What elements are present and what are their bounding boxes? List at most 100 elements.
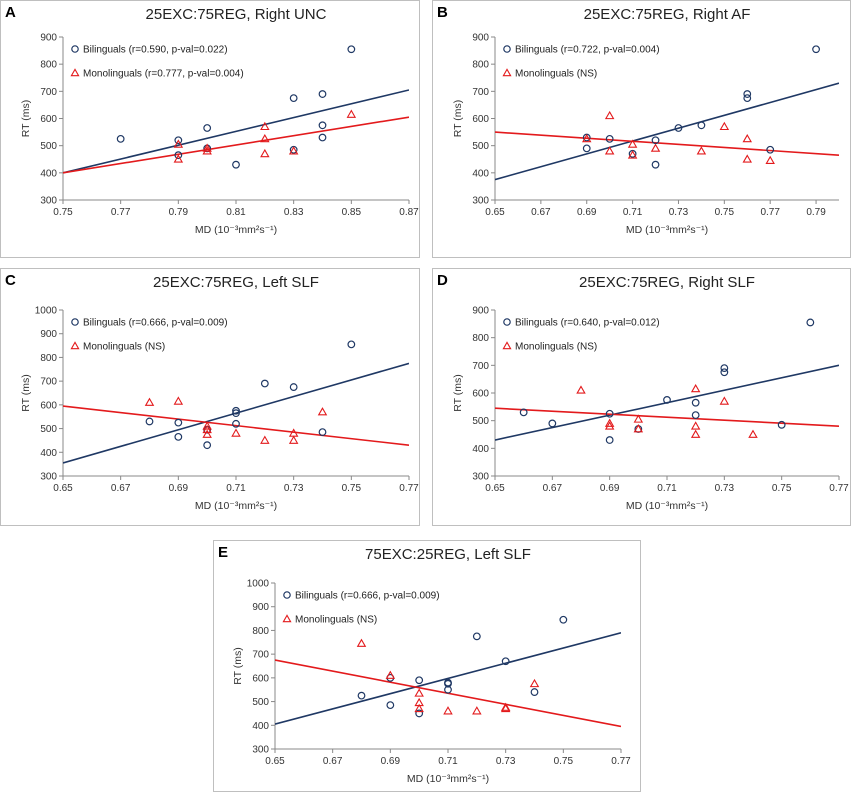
- monolingual-point: [604, 110, 615, 120]
- x-tick-label: 0.69: [169, 483, 189, 494]
- panel-c: C 25EXC:75REG, Left SLF 300 400 500 600 700 800…: [0, 268, 420, 526]
- y-tick-label: 400: [40, 168, 57, 179]
- y-axis-label: RT (ms): [452, 374, 464, 412]
- x-axis-label: MD (10⁻³mm²s⁻¹): [195, 500, 277, 512]
- y-tick-label: 600: [252, 673, 269, 684]
- legend-monolingual-marker: [282, 614, 292, 623]
- y-axis-label: RT (ms): [452, 100, 464, 138]
- monolingual-point: [260, 148, 270, 158]
- monolingual-point: [385, 670, 396, 679]
- x-tick-label: 0.65: [485, 207, 505, 218]
- y-tick-label: 500: [252, 697, 269, 708]
- y-tick-label: 500: [40, 141, 57, 152]
- bilingual-point: [501, 657, 510, 666]
- bilingual-point: [415, 676, 424, 685]
- bilingual-point: [548, 419, 557, 428]
- bilingual-fit-line: [63, 362, 409, 464]
- panel-e: E 75EXC:25REG, Left SLF 300 400 500 600 700 800…: [213, 540, 641, 792]
- monolingual-point: [742, 154, 753, 163]
- panel-letter: E: [218, 544, 228, 561]
- monolingual-point: [260, 133, 270, 143]
- chart-title: 25EXC:75REG, Right AF: [584, 6, 751, 23]
- y-axis-label: RT (ms): [20, 374, 32, 412]
- bilingual-point: [232, 409, 240, 418]
- bilingual-fit-line: [495, 82, 839, 181]
- bilingual-point: [203, 124, 212, 132]
- x-tick-label: 0.73: [284, 483, 304, 494]
- chart-title: 25EXC:75REG, Right SLF: [579, 274, 755, 291]
- panel-letter: C: [5, 272, 16, 289]
- panel-letter: B: [437, 4, 448, 21]
- x-tick-label: 0.65: [485, 483, 505, 494]
- y-tick-label: 800: [40, 353, 57, 364]
- legend-monolingual-label: Monolinguals (NS): [515, 342, 597, 353]
- chart-title: 25EXC:75REG, Right UNC: [146, 6, 327, 23]
- y-tick-label: 700: [472, 361, 489, 372]
- y-tick-label: 500: [40, 424, 57, 435]
- monolingual-point: [144, 397, 155, 406]
- x-tick-label: 0.73: [669, 207, 689, 218]
- legend-bilingual-label: Bilinguals (r=0.666, p-val=0.009): [295, 591, 440, 602]
- legend-monolingual-label: Monolinguals (NS): [295, 615, 377, 626]
- monolingual-point: [604, 421, 615, 430]
- legend-bilingual-label: Bilinguals (r=0.590, p-val=0.022): [83, 45, 228, 56]
- bilingual-point: [289, 94, 298, 103]
- x-axis-label: MD (10⁻³mm²s⁻¹): [195, 224, 277, 236]
- y-tick-label: 400: [472, 168, 489, 179]
- legend-bilingual-marker: [71, 45, 79, 53]
- monolingual-point: [356, 638, 367, 647]
- monolingual-point: [472, 706, 482, 715]
- bilingual-point: [812, 45, 820, 54]
- bilingual-point: [743, 90, 752, 98]
- x-axis-label: MD (10⁻³mm²s⁻¹): [626, 500, 708, 512]
- monolingual-point: [173, 139, 184, 148]
- bilingual-point: [720, 368, 729, 377]
- y-tick-label: 300: [40, 472, 57, 483]
- panel-frame: [0, 0, 420, 258]
- monolingual-point: [202, 429, 212, 438]
- y-tick-label: 800: [472, 60, 489, 71]
- bilingual-point: [743, 94, 752, 103]
- bilingual-point: [318, 133, 327, 142]
- monolingual-point: [581, 133, 592, 143]
- bilingual-point: [444, 679, 452, 688]
- bilingual-point: [232, 406, 240, 415]
- monolingual-point: [260, 121, 270, 131]
- legend-monolingual-label: Monolinguals (r=0.777, p-val=0.004): [83, 69, 244, 80]
- x-tick-label: 0.73: [496, 756, 516, 767]
- x-tick-label: 0.81: [226, 207, 246, 218]
- chart-title: 75EXC:25REG, Left SLF: [365, 546, 531, 563]
- monolingual-point: [627, 150, 638, 159]
- y-tick-label: 700: [40, 87, 57, 98]
- y-tick-label: 500: [472, 141, 489, 152]
- monolingual-fit-line: [495, 407, 839, 427]
- bilingual-point: [766, 145, 775, 154]
- bilingual-point: [318, 428, 327, 437]
- x-tick-label: 0.83: [284, 207, 304, 218]
- x-tick-label: 0.75: [53, 207, 73, 218]
- monolingual-fit-line: [495, 131, 839, 156]
- y-tick-label: 600: [472, 389, 489, 400]
- bilingual-point: [691, 411, 700, 420]
- bilingual-fit-line: [63, 89, 409, 174]
- panel-d: D 25EXC:75REG, Right SLF 300 400 500 600 700 80…: [432, 268, 851, 526]
- y-tick-label: 900: [40, 33, 57, 44]
- y-tick-label: 700: [40, 377, 57, 388]
- bilingual-point: [386, 701, 395, 710]
- bilingual-point: [145, 417, 154, 426]
- bilingual-point: [605, 436, 614, 444]
- bilingual-point: [415, 709, 424, 718]
- x-tick-label: 0.77: [111, 207, 131, 218]
- y-tick-label: 800: [252, 626, 269, 637]
- x-tick-label: 0.85: [342, 207, 362, 218]
- monolingual-point: [202, 421, 212, 430]
- monolingual-point: [202, 143, 212, 152]
- y-tick-label: 900: [472, 306, 489, 317]
- y-tick-label: 600: [472, 114, 489, 125]
- bilingual-point: [519, 408, 528, 417]
- bilingual-point: [289, 383, 298, 391]
- y-tick-label: 800: [472, 333, 489, 344]
- y-tick-label: 1000: [35, 306, 58, 317]
- x-tick-label: 0.77: [829, 483, 849, 494]
- bilingual-point: [674, 124, 683, 132]
